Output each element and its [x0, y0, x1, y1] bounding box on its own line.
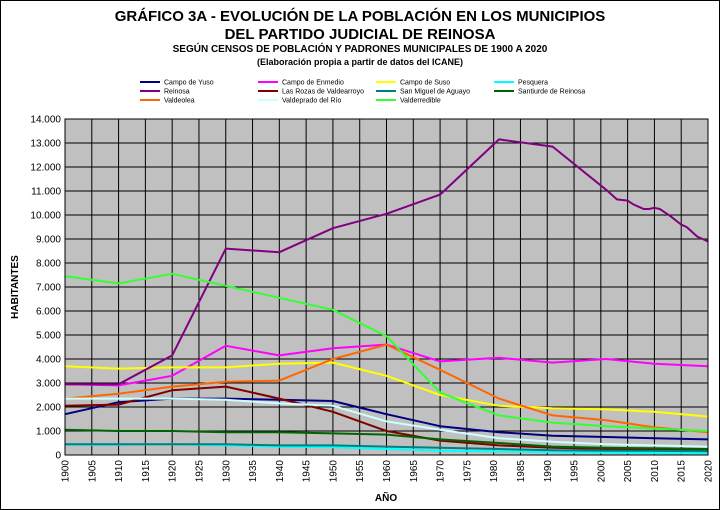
- x-tick-label: 2015: [677, 460, 688, 483]
- x-tick-label: 1975: [462, 460, 473, 483]
- x-tick-label: 1945: [302, 460, 313, 483]
- series-line-san-miguel-de-aguayo: [65, 443, 709, 453]
- legend-label: Pesquera: [518, 80, 548, 87]
- x-tick-label: 1940: [275, 460, 286, 483]
- x-tick-label: 1915: [141, 460, 152, 483]
- legend-label: Valderredible: [400, 98, 441, 105]
- legend: Campo de Yuso Campo de Enmedio Campo de Su…: [140, 80, 585, 105]
- legend-label: San Miguel de Aguayo: [400, 89, 470, 96]
- legend-label: Valdeolea: [164, 98, 195, 105]
- x-tick-label: 2020: [704, 460, 715, 483]
- x-tick-label: 1965: [409, 460, 420, 483]
- x-tick-label: 2010: [650, 460, 661, 483]
- legend-label: Campo de Enmedio: [282, 80, 344, 87]
- series-line-valdeolea: [64, 343, 709, 434]
- x-tick-label: 1995: [570, 460, 581, 483]
- plot-border: [64, 118, 709, 456]
- x-tick-label: 1900: [61, 460, 72, 483]
- y-axis-label: HABITANTES: [10, 255, 21, 319]
- y-tick-label: 6.000: [36, 307, 61, 318]
- x-tick-label: 1935: [248, 460, 259, 483]
- y-tick-label: 1.000: [36, 427, 61, 438]
- y-tick-label: 0: [55, 451, 61, 462]
- chart-subtitle: SEGÚN CENSOS DE POBLACIÓN Y PADRONES MUN…: [172, 44, 548, 55]
- chart-title-line2: DEL PARTIDO JUDICIAL DE REINOSA: [224, 26, 496, 43]
- x-tick-label: 1990: [543, 460, 554, 483]
- legend-label: Las Rozas de Valdearroyo: [282, 89, 364, 96]
- x-tick-label: 2005: [623, 460, 634, 483]
- legend-label: Santiurde de Reinosa: [518, 89, 585, 96]
- chart-title-line1: GRÁFICO 3A - EVOLUCIÓN DE LA POBLACIÓN E…: [114, 8, 606, 25]
- series-line-campo-de-suso: [64, 361, 709, 418]
- x-tick-label: 2000: [596, 460, 607, 483]
- x-tick-label: 1950: [328, 460, 339, 483]
- y-tick-label: 7.000: [36, 283, 61, 294]
- series-line-valdeprado-del-r-o: [65, 397, 709, 448]
- y-tick-label: 8.000: [36, 259, 61, 270]
- axes: 0 1.000 2.000 3.000 4.000 5.000 6.000 7.000 8.00…: [30, 115, 714, 483]
- x-tick-label: 1955: [355, 460, 366, 483]
- y-tick-label: 3.000: [36, 379, 61, 390]
- legend-label: Reinosa: [164, 89, 190, 96]
- x-tick-label: 1910: [114, 460, 125, 483]
- x-tick-label: 1905: [87, 460, 98, 483]
- x-tick-label: 1970: [436, 460, 447, 483]
- series-line-reinosa: [65, 138, 709, 386]
- x-tick-label: 1985: [516, 460, 527, 483]
- y-tick-label: 10.000: [30, 211, 61, 222]
- x-tick-label: 1930: [221, 460, 232, 483]
- x-axis-label: AÑO: [375, 491, 397, 504]
- y-tick-label: 14.000: [30, 115, 61, 126]
- series-line-valderredible: [64, 272, 709, 432]
- legend-label: Campo de Yuso: [164, 80, 214, 87]
- y-tick-label: 12.000: [30, 163, 61, 174]
- chart-source-note: (Elaboración propia a partir de datos de…: [256, 57, 464, 67]
- series-line-santiurde-de-reinosa: [64, 428, 709, 450]
- legend-label: Campo de Suso: [400, 80, 450, 87]
- y-tick-label: 9.000: [36, 235, 61, 246]
- y-tick-label: 2.000: [36, 403, 61, 414]
- y-tick-label: 4.000: [36, 355, 61, 366]
- y-tick-label: 13.000: [30, 139, 61, 150]
- x-tick-label: 1960: [382, 460, 393, 483]
- legend-label: Valdeprado del Río: [282, 98, 342, 105]
- series-lines: [64, 138, 709, 455]
- y-tick-label: 11.000: [31, 187, 61, 198]
- x-tick-label: 1925: [194, 460, 205, 483]
- x-tick-label: 1920: [168, 460, 179, 483]
- series-line-las-rozas-de-valdearroyo: [64, 385, 709, 452]
- x-tick-label: 1980: [489, 460, 500, 483]
- y-tick-label: 5.000: [36, 331, 61, 342]
